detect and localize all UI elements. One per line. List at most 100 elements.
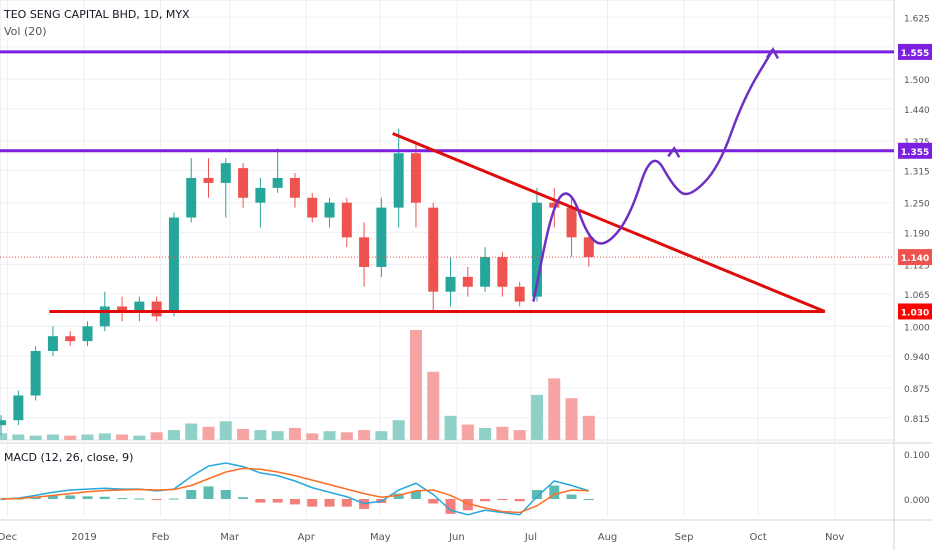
volume-bar (185, 423, 198, 440)
volume-bar (167, 430, 180, 440)
macd-histogram-bar (549, 485, 560, 499)
price-label-text: 1.140 (901, 254, 929, 264)
macd-histogram-bar (566, 494, 577, 499)
candle-body (307, 197, 318, 218)
volume-bar (444, 415, 457, 440)
macd-histogram-bar (203, 486, 214, 499)
volume-bar (202, 426, 215, 440)
macd-histogram-bar (238, 497, 249, 499)
macd-histogram-bar (255, 499, 266, 503)
volume-bar (496, 426, 509, 440)
x-tick-label: Sep (675, 532, 694, 543)
candle-body (0, 420, 7, 426)
volume-bar (392, 420, 405, 440)
y-tick-label: 0.940 (904, 353, 930, 363)
volume-bar (565, 398, 578, 440)
candle-body (462, 276, 473, 287)
macd-histogram-bar (410, 491, 421, 499)
macd-histogram-bar (289, 499, 300, 505)
x-tick-label: Dec (0, 532, 17, 543)
volume-bar (150, 432, 163, 440)
trend-line (392, 132, 826, 313)
candle-body (82, 326, 93, 342)
candle-body (186, 177, 197, 218)
macd-histogram-bar (151, 499, 162, 500)
price-pane-frame (0, 0, 895, 441)
price-label-badge (898, 303, 932, 320)
volume-bar (12, 434, 25, 440)
macd-histogram-bar (307, 499, 318, 507)
x-tick-label: May (370, 532, 391, 543)
x-tick-label: Aug (598, 532, 618, 543)
y-tick-label: 1.440 (904, 106, 930, 116)
volume-bar (271, 431, 284, 440)
y-tick-label: 0.875 (904, 385, 930, 395)
volume-bar (0, 433, 8, 440)
macd-histogram-bar (445, 499, 456, 514)
x-tick-label: Jun (448, 532, 465, 543)
y-tick-label: 0.815 (904, 415, 930, 425)
macd-pane (0, 462, 594, 516)
volume-bar (427, 371, 440, 440)
candle-body (531, 202, 542, 297)
projection-arrowhead (765, 47, 780, 60)
candle-body (151, 301, 162, 317)
macd-histogram-bar (30, 497, 41, 499)
candle-body (168, 217, 179, 312)
projection-path (532, 48, 775, 302)
macd-line (1, 462, 590, 516)
volume-label: Vol (20) (4, 25, 47, 38)
candle-body (341, 202, 352, 238)
drawings[interactable] (0, 47, 894, 313)
volume-bar (358, 430, 371, 440)
volume-bar (81, 434, 94, 440)
macd-histogram-bar (47, 495, 58, 499)
candle-body (549, 202, 560, 208)
macd-histogram-bar (134, 498, 145, 500)
volume-bar (98, 433, 111, 440)
macd-histogram-bar (583, 499, 594, 500)
macd-y-tick-label: 0.100 (904, 451, 930, 461)
signal-line (1, 467, 589, 514)
candle-body (30, 351, 41, 396)
candle-body (566, 207, 577, 238)
candle-body (220, 163, 231, 183)
candle-body (583, 237, 594, 258)
volume-bar (323, 431, 336, 440)
volume-bar (582, 415, 595, 440)
volume-bar (513, 430, 526, 440)
y-tick-label: 1.250 (904, 200, 930, 210)
candle-body (255, 187, 266, 203)
volume-bar (237, 429, 250, 440)
macd-histogram-bar (82, 496, 93, 499)
volume-bar (530, 394, 543, 440)
projection-arrowhead (667, 146, 681, 158)
price-label-text: 1.030 (901, 308, 929, 318)
macd-histogram-bar (393, 493, 404, 499)
candle-body (376, 207, 387, 267)
macd-histogram-bar (480, 499, 491, 502)
price-label-text: 1.355 (901, 148, 929, 158)
candle-body (497, 257, 508, 287)
volume-bar (461, 424, 474, 440)
macd-histogram-bar (462, 499, 473, 511)
x-tick-label: Feb (152, 532, 170, 543)
candle-body (445, 276, 456, 292)
candle-body (410, 153, 421, 203)
volume-bar (116, 434, 129, 440)
macd-histogram-bar (324, 499, 335, 507)
candle-body (480, 257, 491, 287)
macd-histogram-bar (220, 490, 231, 499)
candle-body (289, 177, 300, 198)
volume-bar (548, 378, 561, 440)
price-label-text: 1.555 (901, 49, 929, 59)
time-axis: Dec 2019 Feb Mar Apr May Jun Jul Aug Sep Oct Nov (0, 532, 845, 543)
candle-body (514, 286, 525, 302)
macd-histogram-bar (497, 499, 508, 500)
candle-body (117, 306, 128, 312)
candle-body (65, 336, 76, 342)
macd-y-tick-label: 0.000 (904, 496, 930, 506)
y-tick-label: 1.125 (904, 261, 930, 271)
price-candles (0, 128, 594, 436)
